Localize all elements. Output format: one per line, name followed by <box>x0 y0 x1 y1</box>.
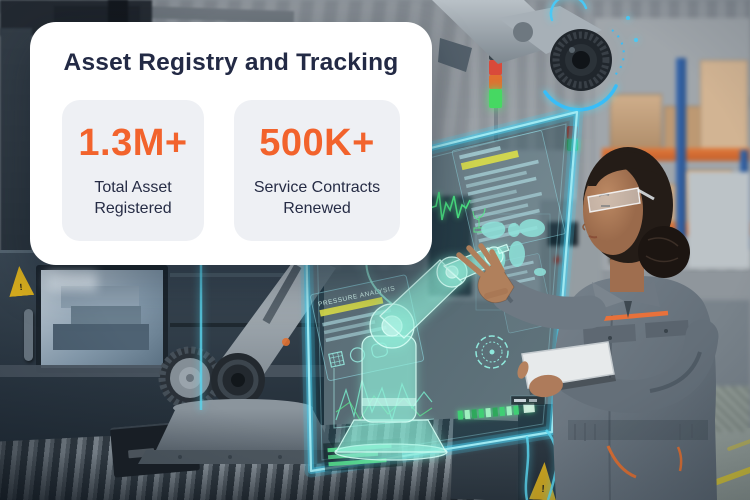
stats-card: Asset Registry and Tracking 1.3M+ Total … <box>30 22 432 265</box>
stat-row: 1.3M+ Total Asset Registered 500K+ Servi… <box>30 100 432 241</box>
thumb <box>517 361 529 379</box>
stat-value: 1.3M+ <box>78 121 188 164</box>
progress-bar-yellow <box>319 297 384 317</box>
chest-pocket <box>583 324 636 345</box>
glasses-temple <box>637 188 655 201</box>
stat-box-total-assets: 1.3M+ Total Asset Registered <box>62 100 204 241</box>
stat-label: Total Asset Registered <box>94 178 172 217</box>
holding-hand <box>529 374 563 398</box>
floor-robot-arm <box>138 252 352 464</box>
grid-icon <box>328 350 345 368</box>
holding-arm-sleeve <box>549 319 719 413</box>
plant-icon <box>472 207 486 233</box>
progress-bar-green <box>457 403 535 420</box>
stat-value: 500K+ <box>259 121 375 164</box>
page-title: Asset Registry and Tracking <box>63 49 399 76</box>
camera-robot <box>432 0 638 112</box>
pocket-trim <box>606 445 637 479</box>
ecg-chart <box>429 191 471 221</box>
pocket-trim <box>676 446 683 472</box>
highlight-bar-yellow <box>460 150 519 171</box>
safety-glasses <box>587 187 641 213</box>
hud-ring <box>475 335 509 369</box>
machine-window <box>36 265 168 373</box>
chest-pocket <box>645 320 689 338</box>
nose <box>582 223 586 231</box>
stack-light-pole <box>494 106 498 142</box>
machine-handle <box>24 309 33 361</box>
reaching-hand <box>456 243 515 304</box>
stat-box-service-contracts: 500K+ Service Contracts Renewed <box>234 100 400 241</box>
holo-robot-arm <box>334 243 510 461</box>
lips <box>588 235 598 239</box>
reaching-arm-sleeve <box>491 278 607 330</box>
face <box>583 165 643 255</box>
machine-edge <box>0 28 32 260</box>
holo-readout <box>510 395 546 406</box>
hair-bun <box>638 226 690 278</box>
screen-border <box>303 110 579 473</box>
hologram-glow-arcs <box>543 0 638 112</box>
stat-label: Service Contracts Renewed <box>253 178 381 217</box>
